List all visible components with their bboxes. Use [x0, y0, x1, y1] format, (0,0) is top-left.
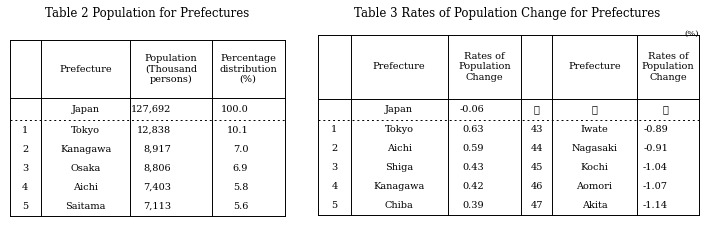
Text: 2: 2 — [331, 144, 338, 153]
Text: 10.1: 10.1 — [227, 126, 248, 135]
Text: 8,917: 8,917 — [143, 145, 171, 154]
Text: Prefecture: Prefecture — [569, 62, 621, 71]
Text: 4: 4 — [22, 183, 28, 192]
Text: Tokyo: Tokyo — [71, 126, 100, 135]
Text: 6.9: 6.9 — [233, 164, 248, 173]
Text: Nagasaki: Nagasaki — [571, 144, 617, 153]
Text: Aichi: Aichi — [73, 183, 98, 192]
Text: -1.04: -1.04 — [643, 163, 668, 172]
Text: Population
(Thousand
persons): Population (Thousand persons) — [144, 54, 198, 84]
Text: Shiga: Shiga — [385, 163, 413, 172]
Text: Kochi: Kochi — [581, 163, 608, 172]
Text: 7,113: 7,113 — [143, 202, 171, 211]
Text: 5: 5 — [22, 202, 28, 211]
Text: 0.39: 0.39 — [462, 201, 484, 210]
Text: 0.42: 0.42 — [462, 182, 484, 191]
Text: 0.63: 0.63 — [462, 125, 484, 134]
Text: 3: 3 — [331, 163, 338, 172]
Text: Aomori: Aomori — [576, 182, 612, 191]
Text: 7.0: 7.0 — [233, 145, 248, 154]
Text: Percentage
distribution
(%): Percentage distribution (%) — [219, 54, 277, 84]
Text: 7,403: 7,403 — [143, 183, 171, 192]
Text: Akita: Akita — [582, 201, 607, 210]
Text: 127,692: 127,692 — [131, 105, 171, 114]
Text: 5.6: 5.6 — [233, 202, 248, 211]
Text: Japan: Japan — [72, 105, 100, 114]
Text: 0.59: 0.59 — [463, 144, 484, 153]
Text: 4: 4 — [331, 182, 338, 191]
Text: Saitama: Saitama — [65, 202, 105, 211]
Text: 12,838: 12,838 — [137, 126, 171, 135]
Text: Kanagawa: Kanagawa — [374, 182, 425, 191]
Text: ⋮: ⋮ — [592, 105, 598, 114]
Text: 43: 43 — [530, 125, 543, 134]
Text: 100.0: 100.0 — [220, 105, 248, 114]
Text: Rates of
Population
Change: Rates of Population Change — [641, 52, 695, 82]
Text: Prefecture: Prefecture — [59, 64, 112, 74]
Text: 44: 44 — [530, 144, 543, 153]
Text: 5: 5 — [331, 201, 338, 210]
Text: Osaka: Osaka — [70, 164, 101, 173]
Text: Table 3 Rates of Population Change for Prefectures: Table 3 Rates of Population Change for P… — [355, 7, 661, 20]
Text: Prefecture: Prefecture — [373, 62, 426, 71]
Text: ⋮: ⋮ — [662, 105, 668, 114]
Text: 8,806: 8,806 — [144, 164, 171, 173]
Text: Japan: Japan — [385, 105, 413, 114]
Text: 1: 1 — [22, 126, 28, 135]
Text: Kanagawa: Kanagawa — [60, 145, 111, 154]
Text: Table 2 Population for Prefectures: Table 2 Population for Prefectures — [45, 7, 249, 20]
Text: -1.07: -1.07 — [643, 182, 668, 191]
Text: 47: 47 — [530, 201, 543, 210]
Text: 45: 45 — [530, 163, 543, 172]
Text: 3: 3 — [22, 164, 28, 173]
Text: -0.06: -0.06 — [459, 105, 484, 114]
Text: 46: 46 — [530, 182, 543, 191]
Text: Aichi: Aichi — [387, 144, 411, 153]
Text: -0.91: -0.91 — [643, 144, 668, 153]
Text: 0.43: 0.43 — [462, 163, 484, 172]
Text: 1: 1 — [331, 125, 338, 134]
Text: Chiba: Chiba — [385, 201, 413, 210]
Text: ⋮: ⋮ — [534, 105, 539, 114]
Text: -0.89: -0.89 — [644, 125, 668, 134]
Text: Tokyo: Tokyo — [384, 125, 413, 134]
Text: Iwate: Iwate — [581, 125, 608, 134]
Text: (%): (%) — [685, 30, 699, 38]
Text: Rates of
Population
Change: Rates of Population Change — [458, 52, 510, 82]
Text: -1.14: -1.14 — [643, 201, 668, 210]
Text: 5.8: 5.8 — [233, 183, 248, 192]
Text: 2: 2 — [22, 145, 28, 154]
